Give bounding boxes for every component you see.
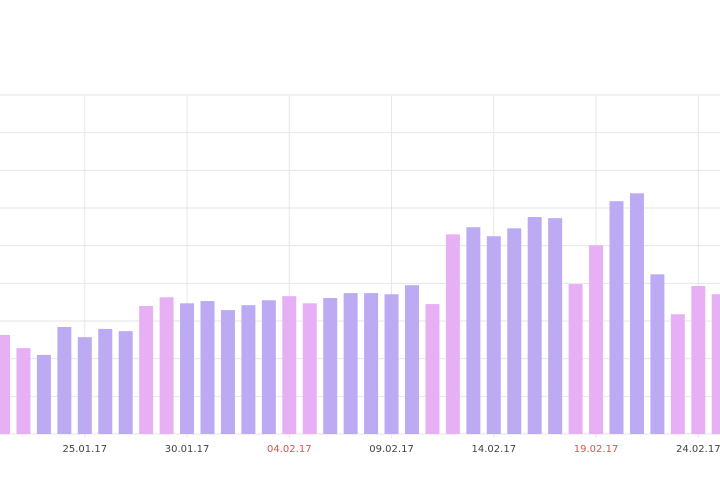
bar bbox=[323, 298, 338, 434]
bar bbox=[425, 304, 440, 434]
bar bbox=[609, 201, 624, 434]
bar bbox=[466, 227, 481, 434]
bar bbox=[139, 305, 154, 434]
bar bbox=[261, 300, 276, 434]
bar bbox=[445, 234, 460, 434]
bar bbox=[57, 327, 72, 434]
x-tick-label: 24.02.17 bbox=[676, 444, 720, 455]
bar bbox=[200, 301, 215, 434]
bar bbox=[568, 284, 583, 434]
x-tick-label: 04.02.17 bbox=[267, 444, 312, 455]
bar bbox=[629, 193, 644, 434]
x-tick-label: 19.02.17 bbox=[574, 444, 619, 455]
bar bbox=[302, 303, 317, 434]
bar bbox=[282, 296, 297, 434]
bar bbox=[180, 303, 195, 434]
bar bbox=[98, 328, 113, 434]
bar bbox=[364, 293, 379, 434]
bar bbox=[16, 348, 31, 434]
bar bbox=[711, 294, 720, 434]
bar bbox=[589, 245, 604, 434]
bar bbox=[77, 337, 92, 434]
x-tick-label: 30.01.17 bbox=[165, 444, 210, 455]
bar bbox=[118, 331, 133, 434]
bar bbox=[159, 297, 174, 434]
x-tick-label: 25.01.17 bbox=[63, 444, 108, 455]
bar bbox=[486, 236, 501, 434]
bar bbox=[691, 285, 706, 434]
bar bbox=[527, 217, 542, 434]
bar bbox=[36, 354, 51, 434]
bar bbox=[670, 314, 685, 434]
bar bbox=[384, 294, 399, 434]
bar bbox=[0, 334, 10, 434]
bar bbox=[220, 310, 235, 434]
bar bbox=[241, 305, 256, 434]
bar bbox=[548, 218, 563, 434]
bar bbox=[343, 293, 358, 434]
x-tick-label: 14.02.17 bbox=[472, 444, 517, 455]
x-tick-label: 09.02.17 bbox=[369, 444, 414, 455]
bar bbox=[405, 285, 419, 434]
bar bbox=[507, 228, 522, 434]
bar bbox=[650, 274, 665, 434]
